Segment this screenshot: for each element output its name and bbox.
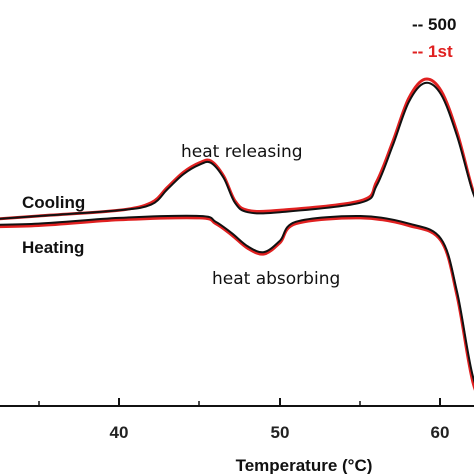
x-tick-label-60: 60 [431,423,450,442]
series-line-heating-500 [0,214,474,384]
annotation-heat-releasing: heat releasing [181,142,303,162]
x-tick-label-50: 50 [271,423,290,442]
heating-label: Heating [22,238,84,257]
x-axis-title: Temperature (°C) [236,456,373,474]
series-line-cooling-1st [0,77,474,221]
series-layer [0,77,474,391]
cooling-label: Cooling [22,193,85,212]
legend-entry-500: -- 500 [412,15,456,34]
series-line-cooling-500 [0,81,474,220]
legend-entry-1st: -- 1st [412,42,453,61]
x-tick-label-40: 40 [110,423,129,442]
annotation-heat-absorbing: heat absorbing [212,269,340,289]
